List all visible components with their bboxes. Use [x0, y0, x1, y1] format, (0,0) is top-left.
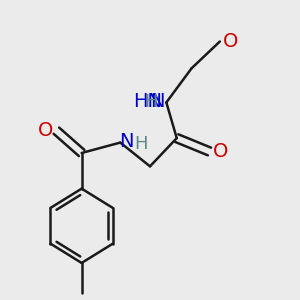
Text: H: H: [144, 93, 158, 111]
Text: O: O: [223, 32, 238, 51]
Text: HN: HN: [133, 92, 162, 111]
Text: N: N: [150, 92, 165, 111]
Text: N: N: [119, 132, 133, 151]
Text: H: H: [134, 135, 148, 153]
Text: O: O: [38, 121, 53, 140]
Text: O: O: [212, 142, 228, 161]
